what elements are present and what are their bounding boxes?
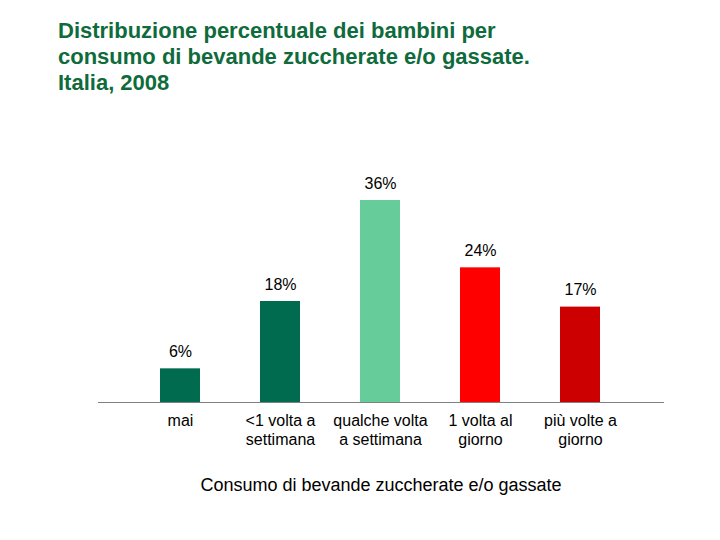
svg-text:17%: 17% bbox=[564, 281, 596, 298]
svg-text:36%: 36% bbox=[364, 175, 396, 192]
svg-text:18%: 18% bbox=[264, 276, 296, 293]
svg-text:qualche voltaa settimana: qualche voltaa settimana bbox=[333, 412, 427, 448]
svg-text:1 volta algiorno: 1 volta algiorno bbox=[448, 412, 512, 448]
svg-text:24%: 24% bbox=[464, 242, 496, 259]
svg-text:mai: mai bbox=[168, 412, 194, 429]
svg-text:6%: 6% bbox=[169, 343, 192, 360]
html-text:Distribuzione percentuale dei: Distribuzione percentuale dei bambini pe… bbox=[58, 18, 530, 95]
svg-text:<1 volta asettimana: <1 volta asettimana bbox=[246, 412, 316, 448]
svg-text:Consumo di bevande zuccherate: Consumo di bevande zuccherate e/o gassat… bbox=[200, 475, 561, 495]
svg-text:più volte agiorno: più volte agiorno bbox=[544, 412, 617, 448]
